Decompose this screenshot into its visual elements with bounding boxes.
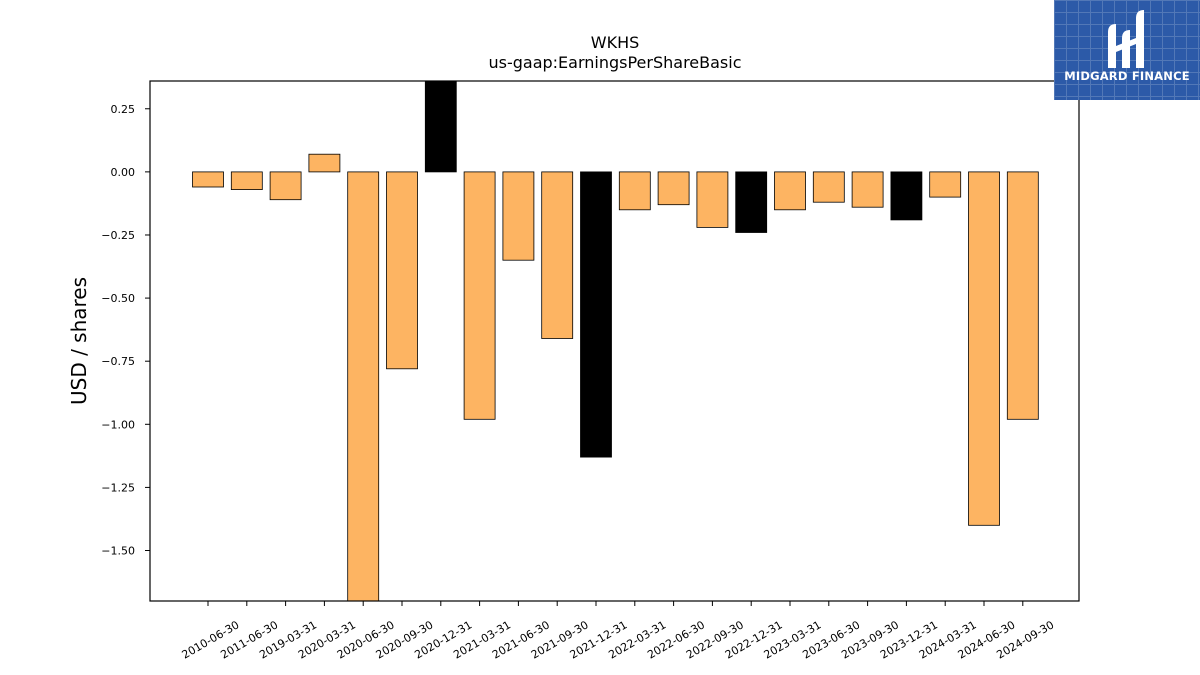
plot-frame — [149, 80, 1080, 602]
bar-2023-06-30 — [812, 171, 845, 203]
y-tick-label: 0.25 — [111, 103, 136, 116]
bar-2024-03-31 — [929, 171, 962, 198]
y-tick-label: −0.50 — [101, 292, 135, 305]
bar-2020-06-30 — [347, 171, 380, 602]
y-axis-label: USD / shares — [67, 277, 91, 405]
bar-2022-09-30 — [696, 171, 729, 228]
bar-2019-03-31 — [269, 171, 302, 201]
bar-2021-06-30 — [502, 171, 535, 261]
midgard-logo-icon — [1108, 10, 1144, 68]
x-axis: 2010-06-302011-06-302019-03-312020-03-31… — [180, 601, 1056, 662]
y-axis: 0.25 0.00 −0.25 −0.50 −0.75 −1.00 −1.25 −1.50 — [101, 103, 150, 558]
bar-2024-09-30 — [1006, 171, 1039, 420]
bar-2020-03-31 — [308, 153, 341, 173]
midgard-finance-logo: MIDGARD FINANCE — [1054, 0, 1200, 100]
bar-2023-03-31 — [774, 171, 806, 211]
bar-2023-09-30 — [851, 171, 884, 208]
bar-2022-06-30 — [657, 171, 690, 206]
bar-series — [192, 80, 1039, 602]
bar-2024-06-30 — [968, 171, 1000, 526]
bar-2020-12-31 — [424, 80, 457, 173]
bar-2021-12-31 — [580, 171, 612, 458]
bar-2023-12-31 — [890, 171, 923, 221]
y-tick-label: −1.50 — [101, 545, 135, 558]
bar-2022-03-31 — [618, 171, 651, 211]
y-tick-label: −0.25 — [101, 229, 135, 242]
y-tick-label: −1.00 — [101, 418, 135, 431]
chart-subtitle: us-gaap:EarningsPerShareBasic — [488, 53, 741, 72]
bar-2021-09-30 — [541, 171, 574, 339]
y-tick-label: −1.25 — [101, 481, 135, 494]
y-tick-label: −0.75 — [101, 355, 135, 368]
bar-2021-03-31 — [463, 171, 496, 420]
bar-2020-09-30 — [386, 171, 418, 370]
chart-title: WKHS — [591, 33, 640, 52]
logo-text: MIDGARD FINANCE — [1064, 69, 1190, 83]
bar-2022-12-31 — [735, 171, 768, 233]
bar-2010-06-30 — [192, 171, 224, 188]
bar-2011-06-30 — [230, 171, 263, 190]
y-tick-label: 0.00 — [111, 166, 136, 179]
